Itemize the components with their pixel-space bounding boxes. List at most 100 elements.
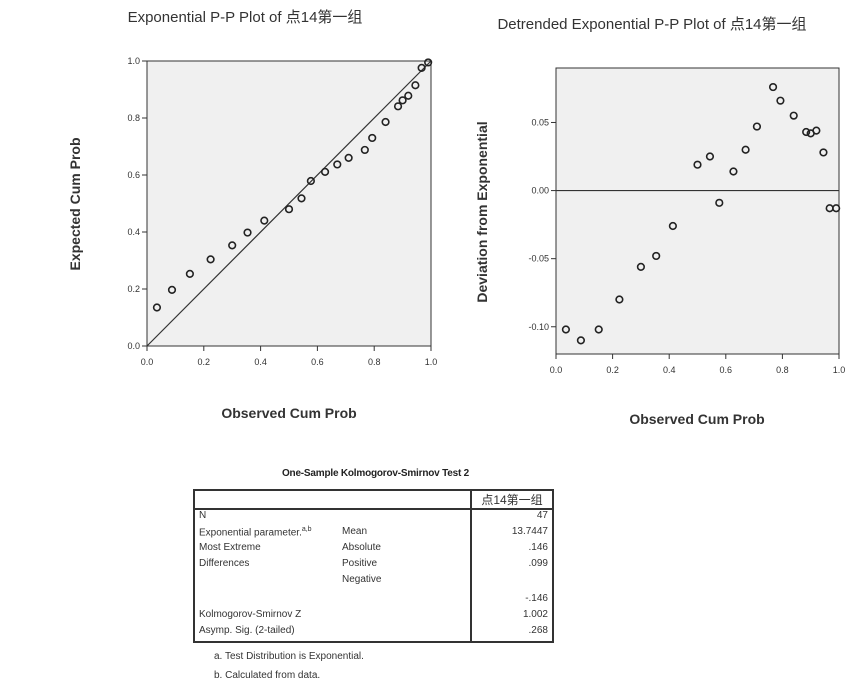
row-label: Most Extreme [199,542,261,553]
x-tick-label: 0.6 [720,365,733,375]
row-value: 47 [470,509,553,526]
data-point [411,81,420,90]
y-tick-label: -0.10 [528,322,549,332]
data-point [152,303,162,312]
row-label: Asymp. Sig. (2-tailed) [199,625,295,636]
data-point [206,255,215,264]
row-label: N [199,510,207,521]
row-sublabel: Negative [342,574,382,585]
y-axis-label: Expected Cum Prob [67,137,83,270]
row-value: .146 [470,542,553,558]
footnote: a. Test Distribution is Exponential. [214,651,364,662]
data-point [243,228,252,237]
y-tick-label: 0.05 [531,117,549,127]
x-axis-label: Observed Cum Prob [221,405,356,421]
x-tick-label: 0.6 [311,357,324,367]
x-tick-label: 0.8 [776,365,789,375]
data-point [381,117,390,127]
x-tick-label: 0.0 [550,365,563,375]
row-label: Differences [199,558,250,569]
data-point [260,216,269,225]
data-point [297,194,306,203]
charts-canvas: Exponential P-P Plot of 点14第一组 0.0 0.2 0.4… [67,8,845,427]
chart-title: Detrended Exponential P-P Plot of 点14第一组 [497,15,806,33]
y-tick-label: 0.4 [127,227,140,237]
y-tick-label: 1.0 [127,56,140,66]
ks-test-title: One-Sample Kolmogorov-Smirnov Test 2 [281,468,470,479]
detrended-pp-plot: Detrended Exponential P-P Plot of 点14第一组… [474,15,845,427]
row-value: .268 [470,625,553,642]
data-point [802,127,811,137]
data-point [789,111,798,120]
plot-area [555,67,840,355]
ks-test-table: 点14第一组 N 47 Exponential parameter.a,b Me… [193,489,554,643]
footnote-ref: a,b [301,526,312,533]
data-point [705,152,715,161]
x-tick-label: 0.2 [198,357,211,367]
chart-title: Exponential P-P Plot of 点14第一组 [128,8,363,26]
row-value: .099 [470,558,553,574]
data-point [594,325,603,334]
data-point [819,148,828,157]
column-header: 点14第一组 [470,490,553,510]
row-label: Kolmogorov-Smirnov Z [199,609,302,620]
x-tick-label: 0.4 [254,357,267,367]
row-value: -.146 [470,574,553,606]
data-point [576,336,586,345]
data-point [715,198,724,207]
x-axis-label: Observed Cum Prob [629,411,764,427]
data-point [228,241,237,250]
data-point [636,262,646,271]
x-tick-label: 0.4 [663,365,676,375]
data-point [417,63,426,72]
data-point [424,58,433,67]
y-tick-label: 0.0 [127,341,140,351]
y-tick-label: 0.6 [127,170,140,180]
pp-plot: Exponential P-P Plot of 点14第一组 0.0 0.2 0.4… [67,8,437,421]
x-tick-label: 0.8 [368,357,381,367]
row-label [194,574,338,606]
data-point [693,160,702,169]
y-tick-label: -0.05 [528,254,549,264]
row-value: 13.7447 [470,526,553,542]
row-label: Exponential parameter.a,b [199,526,312,539]
data-point [752,122,762,131]
y-tick-label: 0.00 [531,186,549,196]
data-point [615,295,624,304]
data-point [333,160,342,169]
data-point [668,221,677,231]
data-point [320,167,330,176]
data-point [284,205,294,214]
footnote: b. Calculated from data. [214,670,321,681]
row-sublabel: Mean [342,526,368,537]
x-tick-label: 1.0 [425,357,438,367]
row-sublabel [338,625,471,642]
reference-line [146,60,432,347]
x-tick-label: 0.0 [141,357,154,367]
row-sublabel: Absolute [342,542,381,553]
row-sublabel [338,606,471,625]
row-sublabel [338,509,471,526]
x-tick-label: 0.2 [606,365,619,375]
data-point [652,251,661,261]
data-point [832,204,841,213]
data-point [812,126,821,135]
row-sublabel: Positive [342,558,378,569]
data-point [398,96,407,105]
data-point [729,167,738,176]
y-tick-label: 0.8 [127,113,140,123]
data-point [368,133,377,143]
data-point [306,176,315,186]
x-tick-label: 1.0 [833,365,846,375]
data-point [768,82,778,92]
data-point [393,102,403,111]
data-point [404,91,413,100]
y-axis-label: Deviation from Exponential [474,121,490,302]
data-point [561,325,571,334]
y-tick-label: 0.2 [127,284,140,294]
row-value: 1.002 [470,606,553,625]
data-point [776,96,785,105]
data-point [360,145,369,155]
data-point [741,145,750,154]
data-point [344,153,353,162]
